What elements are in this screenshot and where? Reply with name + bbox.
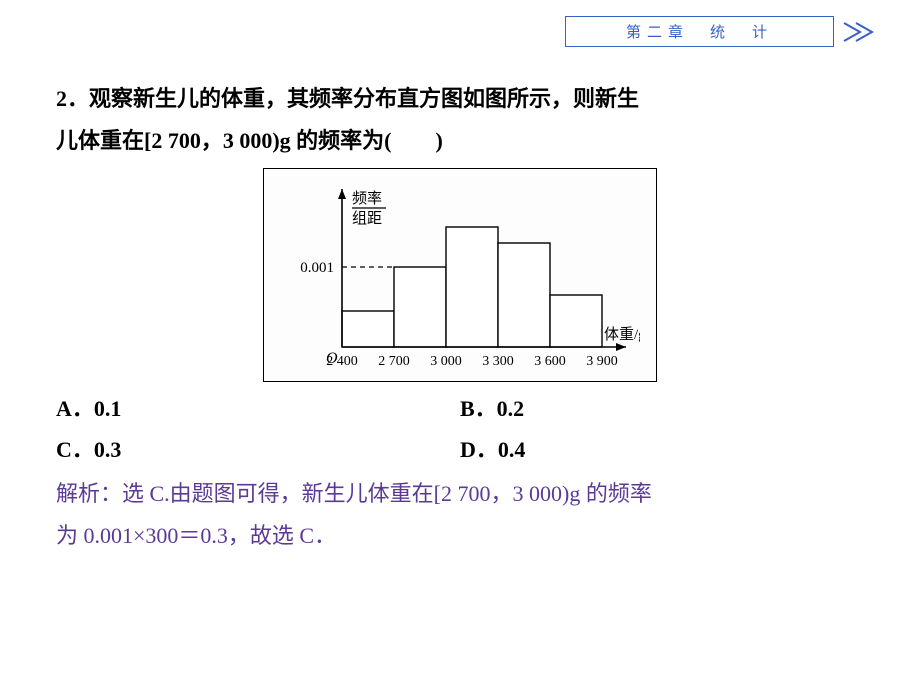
svg-text:频率: 频率 xyxy=(352,190,382,207)
option-d: D．0.4 xyxy=(460,429,864,471)
content-area: 2．观察新生儿的体重，其频率分布直方图如图所示，则新生 儿体重在[2 700，3… xyxy=(56,78,864,557)
question-text: 2．观察新生儿的体重，其频率分布直方图如图所示，则新生 儿体重在[2 700，3… xyxy=(56,78,864,162)
svg-text:3 900: 3 900 xyxy=(586,354,618,369)
solution-line-2: 为 0.001×300＝0.3，故选 C． xyxy=(56,515,864,557)
option-c: C．0.3 xyxy=(56,429,460,471)
svg-text:0.001: 0.001 xyxy=(300,260,334,276)
svg-text:3 300: 3 300 xyxy=(482,354,514,369)
solution-text: 解析：选 C.由题图可得，新生儿体重在[2 700，3 000)g 的频率 为 … xyxy=(56,473,864,557)
svg-text:体重/g: 体重/g xyxy=(604,326,640,343)
svg-text:组距: 组距 xyxy=(352,210,382,227)
question-line-1: 2．观察新生儿的体重，其频率分布直方图如图所示，则新生 xyxy=(56,78,864,120)
chart-container: 0.001频率组距体重/gO2 4002 7003 0003 3003 6003… xyxy=(56,168,864,382)
chapter-banner: 第二章 统 计 xyxy=(565,16,888,47)
question-line-2: 儿体重在[2 700，3 000)g 的频率为( ) xyxy=(56,120,864,162)
svg-text:2 700: 2 700 xyxy=(378,354,410,369)
svg-text:2 400: 2 400 xyxy=(326,354,358,369)
chart-box: 0.001频率组距体重/gO2 4002 7003 0003 3003 6003… xyxy=(263,168,657,382)
banner-arrow-icon xyxy=(842,21,888,43)
option-b: B．0.2 xyxy=(460,388,864,430)
svg-text:3 600: 3 600 xyxy=(534,354,566,369)
svg-text:3 000: 3 000 xyxy=(430,354,462,369)
option-a: A．0.1 xyxy=(56,388,460,430)
solution-line-1: 解析：选 C.由题图可得，新生儿体重在[2 700，3 000)g 的频率 xyxy=(56,473,864,515)
chapter-title: 第二章 统 计 xyxy=(565,16,834,47)
options-grid: A．0.1 B．0.2 C．0.3 D．0.4 xyxy=(56,388,864,472)
histogram-chart: 0.001频率组距体重/gO2 4002 7003 0003 3003 6003… xyxy=(280,177,640,377)
